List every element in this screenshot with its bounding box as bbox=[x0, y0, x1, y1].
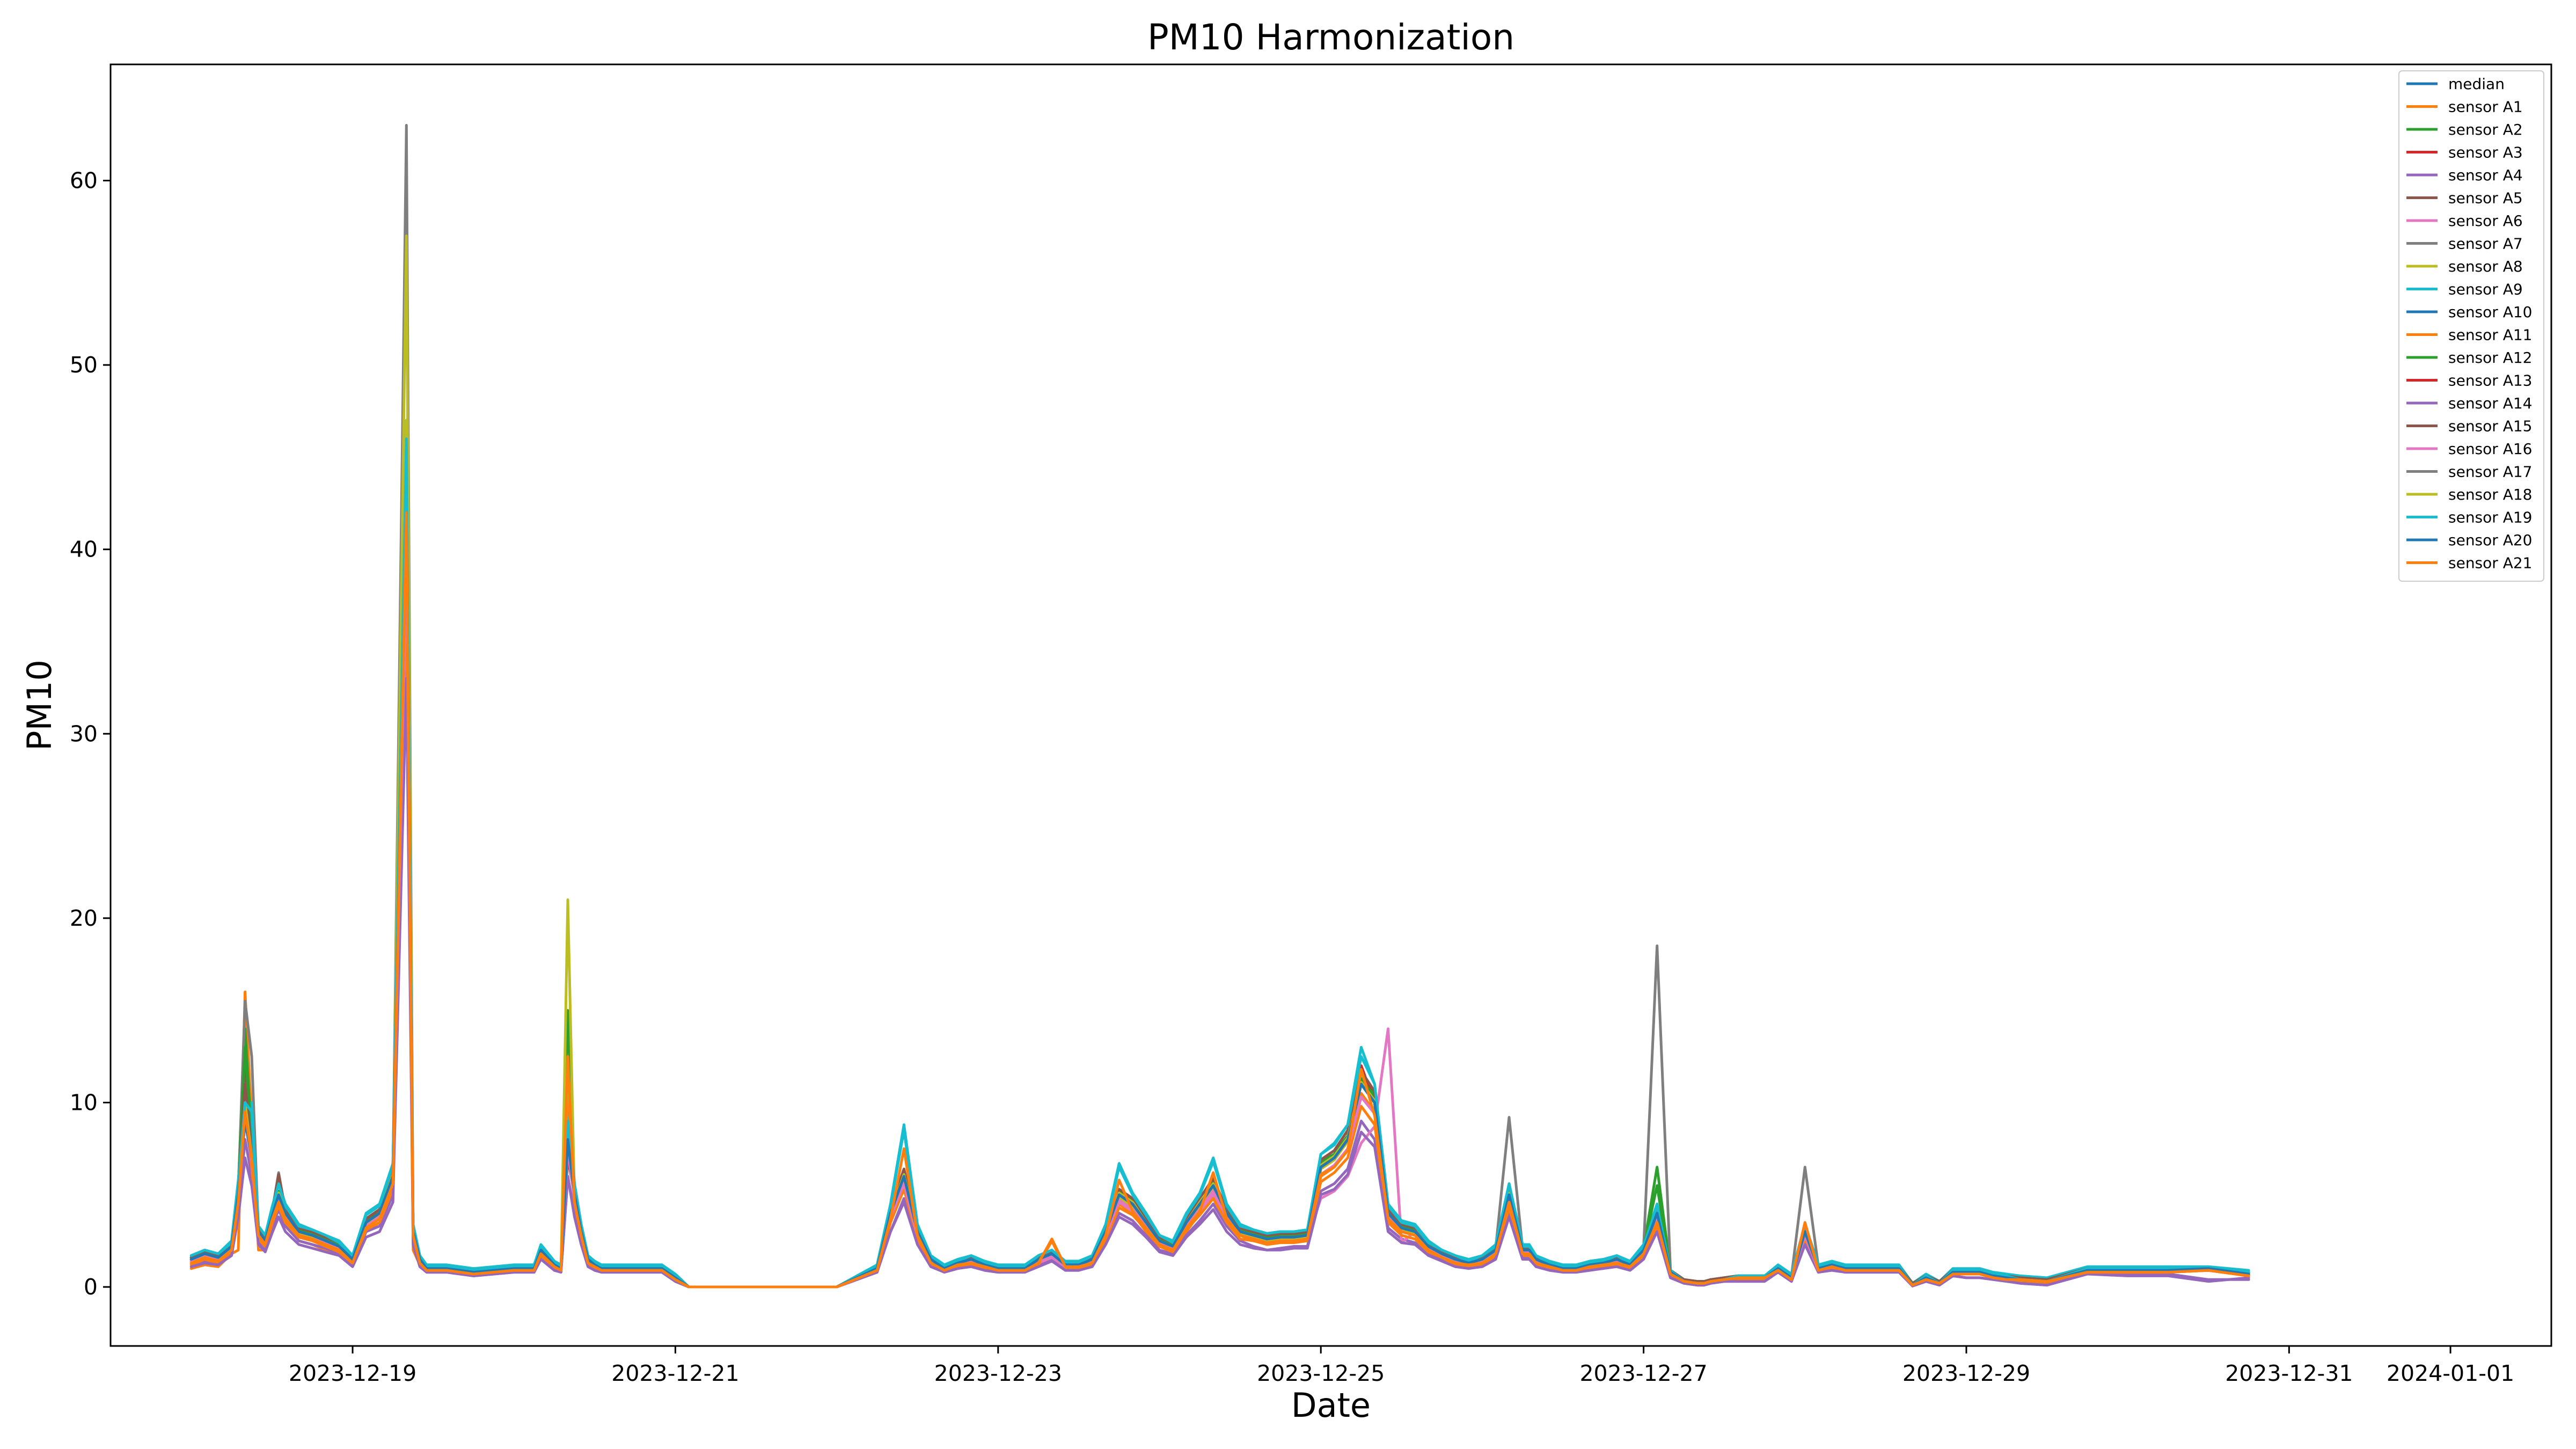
y-tick-label: 10 bbox=[70, 1089, 98, 1115]
legend-label: sensor A1 bbox=[2448, 98, 2523, 116]
y-axis: 0 10 20 30 40 50 60 bbox=[70, 167, 111, 1300]
x-tick-label: 2023-12-23 bbox=[934, 1360, 1062, 1386]
y-tick-label: 30 bbox=[70, 721, 98, 747]
legend-label: sensor A4 bbox=[2448, 166, 2523, 184]
x-tick-label: 2023-12-27 bbox=[1579, 1360, 1707, 1386]
legend-label: sensor A17 bbox=[2448, 463, 2532, 481]
y-tick-label: 60 bbox=[70, 167, 98, 193]
y-tick-label: 20 bbox=[70, 905, 98, 931]
legend-label: sensor A10 bbox=[2448, 303, 2532, 321]
legend-label: sensor A15 bbox=[2448, 418, 2532, 435]
legend-label: sensor A3 bbox=[2448, 144, 2523, 162]
legend: median sensor A1 sensor A2 sensor A3 sensor … bbox=[2398, 70, 2544, 582]
legend-label: median bbox=[2448, 75, 2505, 93]
legend-label: sensor A9 bbox=[2448, 281, 2523, 298]
chart-title: PM10 Harmonization bbox=[1147, 17, 1514, 58]
y-tick-label: 0 bbox=[84, 1274, 98, 1300]
legend-label: sensor A12 bbox=[2448, 349, 2532, 367]
y-tick-label: 50 bbox=[70, 352, 98, 378]
x-tick-label: 2023-12-25 bbox=[1257, 1360, 1385, 1386]
legend-label: sensor A8 bbox=[2448, 258, 2523, 275]
legend-label: sensor A13 bbox=[2448, 372, 2532, 390]
y-tick-label: 40 bbox=[70, 537, 98, 562]
x-tick-label: 2023-12-31 bbox=[2225, 1360, 2353, 1386]
x-axis-label: Date bbox=[1291, 1386, 1371, 1425]
plot-frame bbox=[109, 63, 2552, 1347]
legend-label: sensor A11 bbox=[2448, 326, 2532, 344]
legend-label: sensor A5 bbox=[2448, 189, 2523, 207]
legend-label: sensor A7 bbox=[2448, 235, 2523, 253]
x-tick-label: 2024-01-01 bbox=[2387, 1360, 2514, 1386]
legend-label: sensor A16 bbox=[2448, 440, 2532, 458]
legend-label: sensor A2 bbox=[2448, 121, 2523, 138]
x-tick-label: 2023-12-29 bbox=[1902, 1360, 2030, 1386]
y-axis-label: PM10 bbox=[20, 660, 59, 751]
legend-label: sensor A14 bbox=[2448, 394, 2532, 412]
series-line-sensor-a21 bbox=[189, 511, 2250, 1289]
legend-label: sensor A18 bbox=[2448, 486, 2532, 503]
legend-label: sensor A19 bbox=[2448, 509, 2532, 526]
legend-label: sensor A21 bbox=[2448, 554, 2532, 572]
x-tick-label: 2023-12-21 bbox=[611, 1360, 739, 1386]
legend-label: sensor A6 bbox=[2448, 212, 2523, 230]
series-layer bbox=[189, 123, 2250, 1289]
x-axis: 2023-12-19 2023-12-21 2023-12-23 2023-12-25… bbox=[289, 1346, 2514, 1386]
x-tick-label: 2023-12-19 bbox=[289, 1360, 416, 1386]
legend-label: sensor A20 bbox=[2448, 531, 2532, 549]
